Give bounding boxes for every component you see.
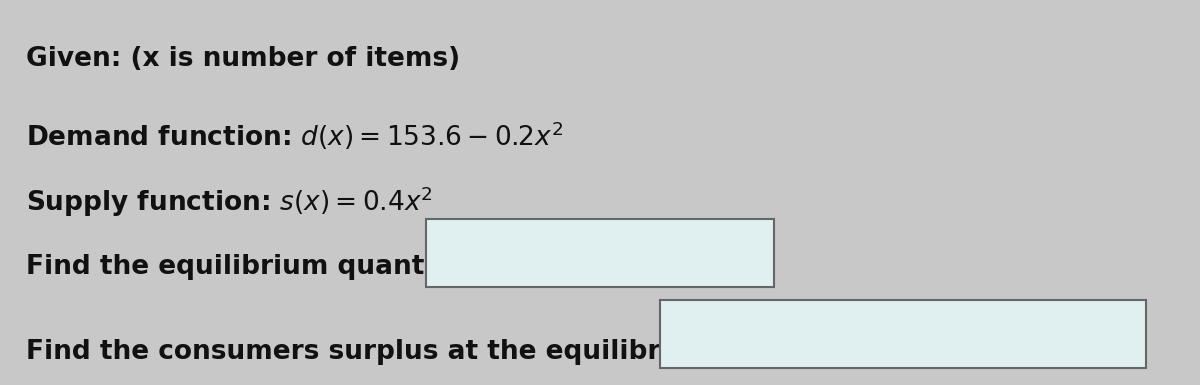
FancyBboxPatch shape	[426, 219, 774, 287]
Text: Find the consumers surplus at the equilibrium quantity:: Find the consumers surplus at the equili…	[26, 339, 862, 365]
FancyBboxPatch shape	[660, 300, 1146, 368]
Text: Demand function: $d(x) = 153.6 - 0.2x^2$: Demand function: $d(x) = 153.6 - 0.2x^2$	[26, 119, 564, 152]
Text: Find the equilibrium quantity:: Find the equilibrium quantity:	[26, 254, 474, 280]
Text: Given: (x is number of items): Given: (x is number of items)	[26, 46, 461, 72]
Text: Supply function: $s(x) = 0.4x^2$: Supply function: $s(x) = 0.4x^2$	[26, 185, 433, 219]
